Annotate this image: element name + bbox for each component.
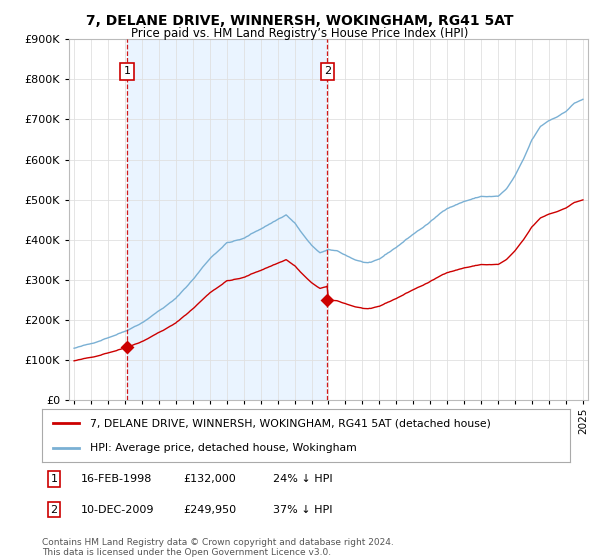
Text: 7, DELANE DRIVE, WINNERSH, WOKINGHAM, RG41 5AT (detached house): 7, DELANE DRIVE, WINNERSH, WOKINGHAM, RG… — [89, 418, 490, 428]
Point — [323, 296, 332, 305]
Text: Price paid vs. HM Land Registry’s House Price Index (HPI): Price paid vs. HM Land Registry’s House … — [131, 27, 469, 40]
Text: 16-FEB-1998: 16-FEB-1998 — [81, 474, 152, 484]
Bar — [127, 39, 328, 400]
Text: 7, DELANE DRIVE, WINNERSH, WOKINGHAM, RG41 5AT: 7, DELANE DRIVE, WINNERSH, WOKINGHAM, RG… — [86, 14, 514, 28]
Text: 24% ↓ HPI: 24% ↓ HPI — [273, 474, 332, 484]
Text: 1: 1 — [50, 474, 58, 484]
Text: 2: 2 — [50, 505, 58, 515]
Text: 10-DEC-2009: 10-DEC-2009 — [81, 505, 155, 515]
Text: HPI: Average price, detached house, Wokingham: HPI: Average price, detached house, Woki… — [89, 442, 356, 452]
Text: £249,950: £249,950 — [183, 505, 236, 515]
Text: 37% ↓ HPI: 37% ↓ HPI — [273, 505, 332, 515]
Text: £132,000: £132,000 — [183, 474, 236, 484]
Text: Contains HM Land Registry data © Crown copyright and database right 2024.
This d: Contains HM Land Registry data © Crown c… — [42, 538, 394, 557]
Text: 1: 1 — [124, 66, 131, 76]
Text: 2: 2 — [324, 66, 331, 76]
Point — [122, 343, 132, 352]
